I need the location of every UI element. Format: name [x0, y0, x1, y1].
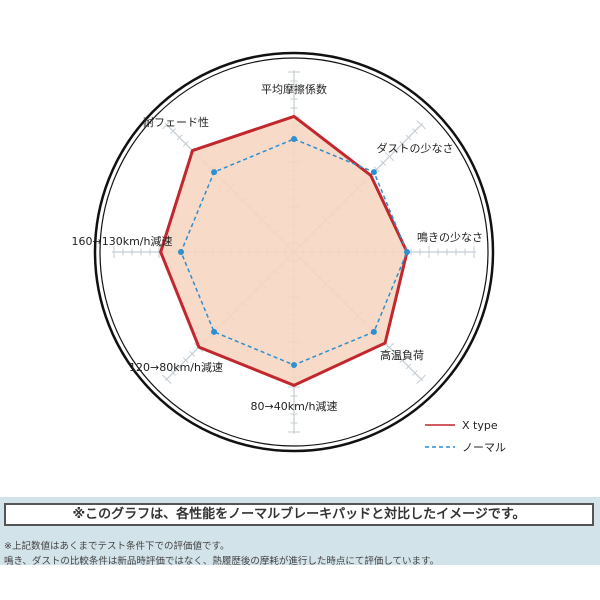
legend: X type ノーマル	[425, 419, 506, 454]
data-point	[291, 136, 297, 142]
note-line-1: ※上記数値はあくまでテスト条件下での評価値です。	[4, 541, 230, 552]
axis-label: 120→80km/h減速	[129, 360, 223, 374]
axis-label: ダストの少なさ	[377, 141, 454, 155]
axis-label: 鳴きの少なさ	[417, 230, 483, 244]
axis-tick	[189, 350, 196, 357]
axis-tick	[182, 140, 189, 147]
axis-tick	[405, 363, 412, 370]
axis-label: 160→130km/h減速	[72, 234, 173, 248]
axis-tick	[162, 120, 172, 130]
axis-tick	[373, 166, 380, 173]
axis-tick	[412, 128, 418, 134]
data-point	[211, 169, 218, 176]
headline-note: ※このグラフは、各性能をノーマルブレーキパッドと対比したイメージです。	[4, 503, 594, 526]
axis-tick	[170, 128, 176, 134]
axis-tick	[399, 357, 406, 364]
legend-label-normal: ノーマル	[462, 441, 506, 454]
inner-ring	[99, 57, 489, 447]
axis-label: 平均摩擦係数	[261, 82, 327, 96]
axis-tick	[392, 350, 399, 357]
axis-tick	[170, 370, 176, 376]
axis-tick	[392, 147, 399, 154]
axis-label: 耐フェード性	[143, 115, 209, 129]
axis-tick	[176, 134, 183, 141]
axis-tick	[182, 357, 189, 364]
data-point	[178, 249, 184, 255]
axis-tick	[416, 120, 426, 130]
axis-tick	[380, 160, 386, 166]
axis-label: 高温負荷	[380, 348, 424, 362]
data-point	[211, 328, 218, 335]
legend-label-xtype: X type	[462, 419, 498, 432]
axis-tick	[399, 140, 406, 147]
axis-tick	[384, 151, 395, 162]
axis-label: 80→40km/h減速	[251, 399, 338, 413]
data-point	[404, 249, 410, 255]
axis-tick	[384, 342, 395, 353]
note-line-2: 鳴き、ダストの比較条件は新品時評価ではなく、熱履歴後の摩耗が進行した時点にて評価…	[4, 556, 440, 567]
data-point	[370, 169, 377, 176]
axis-tick	[416, 374, 426, 384]
outer-ring	[93, 51, 495, 453]
axis-tick	[176, 363, 183, 370]
axis-tick	[162, 374, 172, 384]
axis-tick	[405, 134, 412, 141]
axis-tick	[412, 370, 418, 376]
series-xtype	[159, 114, 409, 387]
data-point	[291, 362, 297, 368]
data-point	[370, 328, 377, 335]
